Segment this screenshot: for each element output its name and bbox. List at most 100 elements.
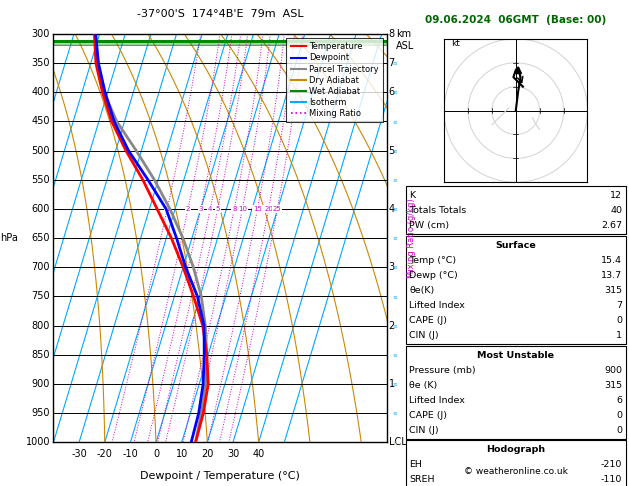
Text: 25: 25 xyxy=(273,206,282,212)
Text: 20: 20 xyxy=(201,449,214,459)
Text: 2: 2 xyxy=(389,321,395,330)
Text: 800: 800 xyxy=(31,321,50,330)
Text: Dewpoint / Temperature (°C): Dewpoint / Temperature (°C) xyxy=(140,471,300,482)
Text: 350: 350 xyxy=(31,58,50,68)
Text: 5: 5 xyxy=(389,146,395,156)
Text: θe(K): θe(K) xyxy=(409,286,435,295)
Text: 600: 600 xyxy=(31,204,50,214)
Text: Hodograph: Hodograph xyxy=(486,445,545,454)
Text: 1: 1 xyxy=(616,331,622,340)
Text: 1000: 1000 xyxy=(26,437,50,447)
Text: 6: 6 xyxy=(616,396,622,405)
Text: 3: 3 xyxy=(389,262,394,272)
Text: ≡: ≡ xyxy=(392,148,397,153)
Text: 550: 550 xyxy=(31,175,50,185)
Text: PW (cm): PW (cm) xyxy=(409,221,450,230)
Text: CIN (J): CIN (J) xyxy=(409,331,439,340)
Text: ≡: ≡ xyxy=(392,207,397,211)
Text: SREH: SREH xyxy=(409,475,435,485)
Text: LCL: LCL xyxy=(389,437,406,447)
Text: -37°00'S  174°4B'E  79m  ASL: -37°00'S 174°4B'E 79m ASL xyxy=(137,9,303,19)
Text: 0: 0 xyxy=(153,449,159,459)
Text: 1: 1 xyxy=(389,379,394,389)
Text: 13.7: 13.7 xyxy=(601,271,622,280)
Text: 40: 40 xyxy=(610,206,622,215)
Text: 10: 10 xyxy=(175,449,188,459)
Text: Dewp (°C): Dewp (°C) xyxy=(409,271,459,280)
Text: θe (K): θe (K) xyxy=(409,381,438,390)
Text: ≡: ≡ xyxy=(392,411,397,416)
Text: 4: 4 xyxy=(208,206,213,212)
Text: 300: 300 xyxy=(31,29,50,39)
Text: -20: -20 xyxy=(97,449,113,459)
Text: 0: 0 xyxy=(616,426,622,435)
Text: 850: 850 xyxy=(31,350,50,360)
Text: CAPE (J): CAPE (J) xyxy=(409,411,447,420)
Text: 950: 950 xyxy=(31,408,50,418)
Text: ≡: ≡ xyxy=(392,323,397,328)
Text: 7: 7 xyxy=(616,301,622,310)
Text: km
ASL: km ASL xyxy=(396,29,415,51)
Text: ≡: ≡ xyxy=(392,382,397,386)
Text: ≡: ≡ xyxy=(392,236,397,241)
Text: 09.06.2024  06GMT  (Base: 00): 09.06.2024 06GMT (Base: 00) xyxy=(425,15,606,25)
Text: Most Unstable: Most Unstable xyxy=(477,350,554,360)
Text: 500: 500 xyxy=(31,146,50,156)
Text: 650: 650 xyxy=(31,233,50,243)
Text: ≡: ≡ xyxy=(392,440,397,445)
Text: 10: 10 xyxy=(238,206,247,212)
Text: CAPE (J): CAPE (J) xyxy=(409,316,447,325)
Text: ≡: ≡ xyxy=(392,61,397,66)
Text: 40: 40 xyxy=(252,449,265,459)
Text: 6: 6 xyxy=(389,87,394,97)
Text: 315: 315 xyxy=(604,286,622,295)
Text: -210: -210 xyxy=(601,460,622,469)
Text: © weatheronline.co.uk: © weatheronline.co.uk xyxy=(464,467,568,476)
Text: 3: 3 xyxy=(199,206,203,212)
Text: 750: 750 xyxy=(31,292,50,301)
Text: -10: -10 xyxy=(123,449,138,459)
Text: 4: 4 xyxy=(389,204,394,214)
Text: 0: 0 xyxy=(616,411,622,420)
Text: ≡: ≡ xyxy=(392,352,397,357)
Text: Totals Totals: Totals Totals xyxy=(409,206,467,215)
Text: 0: 0 xyxy=(616,316,622,325)
Text: 1: 1 xyxy=(165,206,169,212)
Text: ≡: ≡ xyxy=(392,90,397,95)
Text: 450: 450 xyxy=(31,117,50,126)
Text: ≡: ≡ xyxy=(392,177,397,182)
Text: 12: 12 xyxy=(610,191,622,200)
Text: CIN (J): CIN (J) xyxy=(409,426,439,435)
Text: ≡: ≡ xyxy=(392,119,397,124)
Text: hPa: hPa xyxy=(1,233,18,243)
Text: Lifted Index: Lifted Index xyxy=(409,396,465,405)
Text: -110: -110 xyxy=(601,475,622,485)
Text: 30: 30 xyxy=(227,449,239,459)
Text: 315: 315 xyxy=(604,381,622,390)
Text: -30: -30 xyxy=(71,449,87,459)
Text: 8: 8 xyxy=(389,29,394,39)
Text: 900: 900 xyxy=(31,379,50,389)
Text: 900: 900 xyxy=(604,365,622,375)
Text: 15.4: 15.4 xyxy=(601,256,622,265)
Text: Pressure (mb): Pressure (mb) xyxy=(409,365,476,375)
Text: 8: 8 xyxy=(232,206,237,212)
Text: 7: 7 xyxy=(389,58,395,68)
Text: 400: 400 xyxy=(31,87,50,97)
Legend: Temperature, Dewpoint, Parcel Trajectory, Dry Adiabat, Wet Adiabat, Isotherm, Mi: Temperature, Dewpoint, Parcel Trajectory… xyxy=(286,38,382,122)
Text: Lifted Index: Lifted Index xyxy=(409,301,465,310)
Text: Temp (°C): Temp (°C) xyxy=(409,256,457,265)
Text: ≡: ≡ xyxy=(392,294,397,299)
Text: 700: 700 xyxy=(31,262,50,272)
Text: Surface: Surface xyxy=(496,241,536,250)
Text: EH: EH xyxy=(409,460,422,469)
Text: 15: 15 xyxy=(253,206,262,212)
Text: K: K xyxy=(409,191,416,200)
Text: kt: kt xyxy=(451,39,460,48)
Text: ≡: ≡ xyxy=(392,265,397,270)
Text: Mixing Ratio (g/kg): Mixing Ratio (g/kg) xyxy=(408,198,416,278)
Text: 20: 20 xyxy=(264,206,273,212)
Text: 5: 5 xyxy=(216,206,220,212)
Text: 2.67: 2.67 xyxy=(601,221,622,230)
Text: 2: 2 xyxy=(186,206,190,212)
